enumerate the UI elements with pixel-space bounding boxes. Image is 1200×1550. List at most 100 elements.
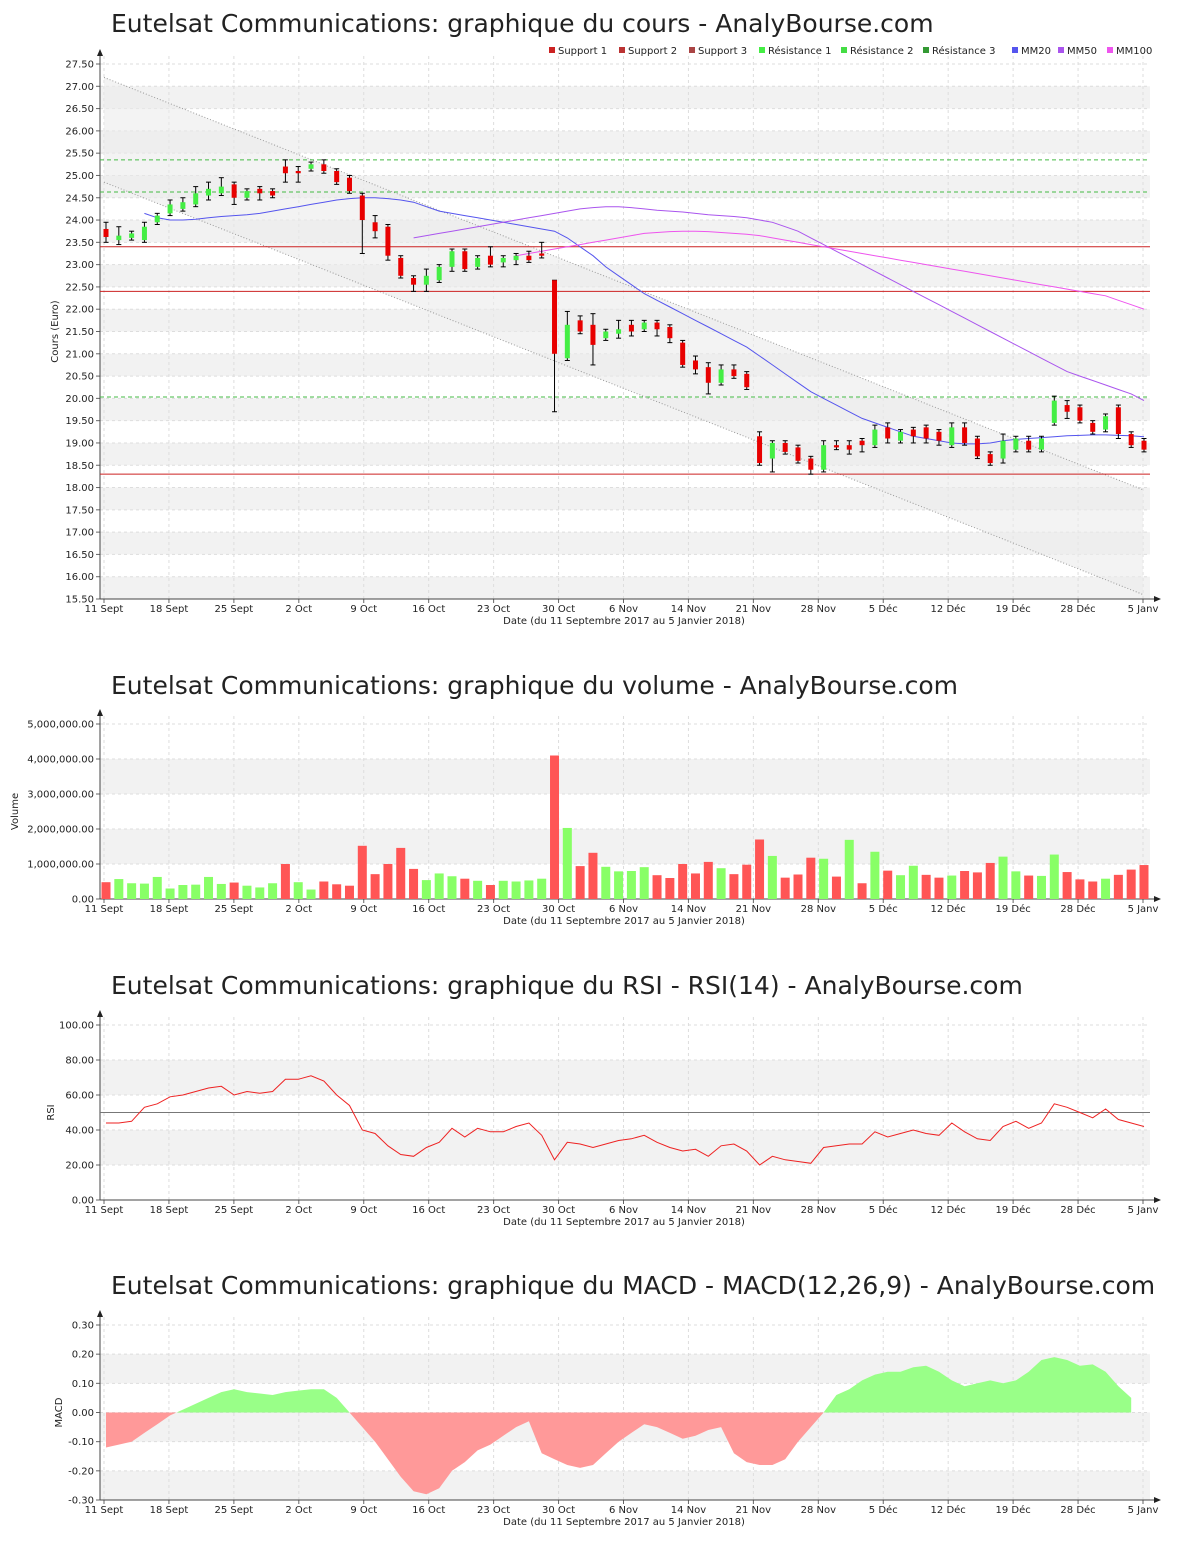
y-axis-label: Volume xyxy=(10,793,21,830)
y-tick-label: 19.00 xyxy=(65,438,94,449)
y-tick-label: 0.30 xyxy=(72,1321,94,1332)
candle-body xyxy=(462,251,468,270)
y-tick-label: 25.00 xyxy=(65,171,94,182)
candle-body xyxy=(1103,416,1109,430)
volume-bar xyxy=(665,878,675,899)
y-tick-label: 20.00 xyxy=(65,394,94,405)
candle-body xyxy=(334,171,340,183)
volume-bar xyxy=(1062,872,1072,899)
x-tick-label: 6 Nov xyxy=(609,904,638,915)
x-tick-label: 2 Oct xyxy=(285,604,312,615)
candle-body xyxy=(180,202,186,209)
volume-bar xyxy=(883,870,893,899)
volume-bar xyxy=(114,879,124,899)
volume-bar xyxy=(139,883,149,899)
legend-swatch xyxy=(841,47,847,53)
x-tick-label: 25 Sept xyxy=(215,1205,254,1216)
x-tick-label: 25 Sept xyxy=(215,1505,254,1516)
x-tick-label: 5 Janv xyxy=(1128,904,1159,915)
candle-body xyxy=(1000,440,1006,459)
grid-band xyxy=(100,1130,1150,1165)
volume-bar xyxy=(947,875,957,899)
volume-bar xyxy=(1126,869,1136,899)
volume-bar xyxy=(921,874,931,899)
candle-body xyxy=(1026,440,1032,450)
candle-body xyxy=(411,278,417,285)
candle-body xyxy=(1115,407,1121,435)
candle-body xyxy=(974,438,980,457)
y-tick-label: 25.50 xyxy=(65,149,94,160)
candle-body xyxy=(321,164,327,171)
x-tick-label: 5 Déc xyxy=(869,1204,898,1216)
volume-bar xyxy=(357,845,367,899)
volume-bar xyxy=(127,883,137,899)
volume-bar xyxy=(639,867,649,899)
y-tick-label: 0.10 xyxy=(72,1379,94,1390)
y-tick-label: 19.50 xyxy=(65,416,94,427)
candle-body xyxy=(526,255,532,261)
x-tick-label: 19 Déc xyxy=(995,1204,1030,1216)
x-tick-label: 6 Nov xyxy=(609,604,638,615)
volume-bar xyxy=(1139,865,1149,899)
x-tick-label: 18 Sept xyxy=(150,604,189,615)
x-tick-label: 11 Sept xyxy=(85,1205,124,1216)
candle-body xyxy=(590,324,596,345)
volume-bar xyxy=(204,876,214,899)
y-axis-label: Cours (Euro) xyxy=(50,300,61,363)
candle-body xyxy=(821,445,827,470)
volume-bar xyxy=(152,876,162,899)
y-tick-label: 16.50 xyxy=(65,550,94,561)
legend-swatch xyxy=(549,47,555,53)
volume-bar xyxy=(998,856,1008,899)
candle-body xyxy=(500,257,506,263)
volume-bar xyxy=(780,877,790,899)
x-tick-label: 14 Nov xyxy=(671,1505,707,1516)
volume-bar xyxy=(319,881,329,899)
candle-body xyxy=(154,215,160,223)
grid-band xyxy=(100,1060,1150,1095)
volume-bar xyxy=(562,827,572,899)
grid-band xyxy=(100,398,1150,421)
volume-bar xyxy=(332,884,342,899)
candle-body xyxy=(398,257,404,276)
grid-band xyxy=(100,759,1150,794)
volume-bar xyxy=(601,866,611,899)
y-tick-label: 100.00 xyxy=(59,1021,94,1032)
x-axis-label: Date (du 11 Septembre 2017 au 5 Janvier … xyxy=(503,616,745,627)
x-tick-label: 9 Oct xyxy=(350,604,377,615)
volume-bar xyxy=(383,864,393,899)
candle-body xyxy=(1051,400,1057,423)
x-axis-arrow xyxy=(1154,596,1161,602)
x-tick-label: 9 Oct xyxy=(350,1205,377,1216)
volume-bar xyxy=(985,862,995,899)
macd-positive-area xyxy=(106,1357,1132,1413)
x-tick-label: 30 Oct xyxy=(542,1505,575,1516)
candle-body xyxy=(346,177,352,192)
candle-body xyxy=(808,458,814,470)
y-axis-arrow xyxy=(97,1010,103,1017)
candle-body xyxy=(718,369,724,383)
y-tick-label: -0.20 xyxy=(68,1466,94,1477)
x-tick-label: 2 Oct xyxy=(285,1505,312,1516)
y-tick-label: 26.50 xyxy=(65,104,94,115)
candle-body xyxy=(846,445,852,450)
x-tick-label: 16 Oct xyxy=(412,604,445,615)
volume-bar xyxy=(934,877,944,899)
grid-band xyxy=(100,1354,1150,1384)
candle-body xyxy=(923,427,929,439)
y-tick-label: 24.50 xyxy=(65,193,94,204)
y-axis-label: MACD xyxy=(54,1397,65,1427)
volume-bar xyxy=(767,855,777,899)
candle-body xyxy=(910,429,916,437)
candle-body xyxy=(231,184,237,198)
candle-body xyxy=(206,188,212,196)
y-axis-arrow xyxy=(97,1310,103,1317)
volume-bar xyxy=(819,858,829,899)
candle-body xyxy=(1038,438,1044,450)
y-tick-label: -0.10 xyxy=(68,1437,94,1448)
rsi-line xyxy=(106,1075,1145,1166)
trend-channel-lower xyxy=(103,181,1144,596)
legend-swatch xyxy=(759,47,765,53)
x-tick-label: 12 Déc xyxy=(931,903,966,915)
candle-body xyxy=(244,191,250,198)
